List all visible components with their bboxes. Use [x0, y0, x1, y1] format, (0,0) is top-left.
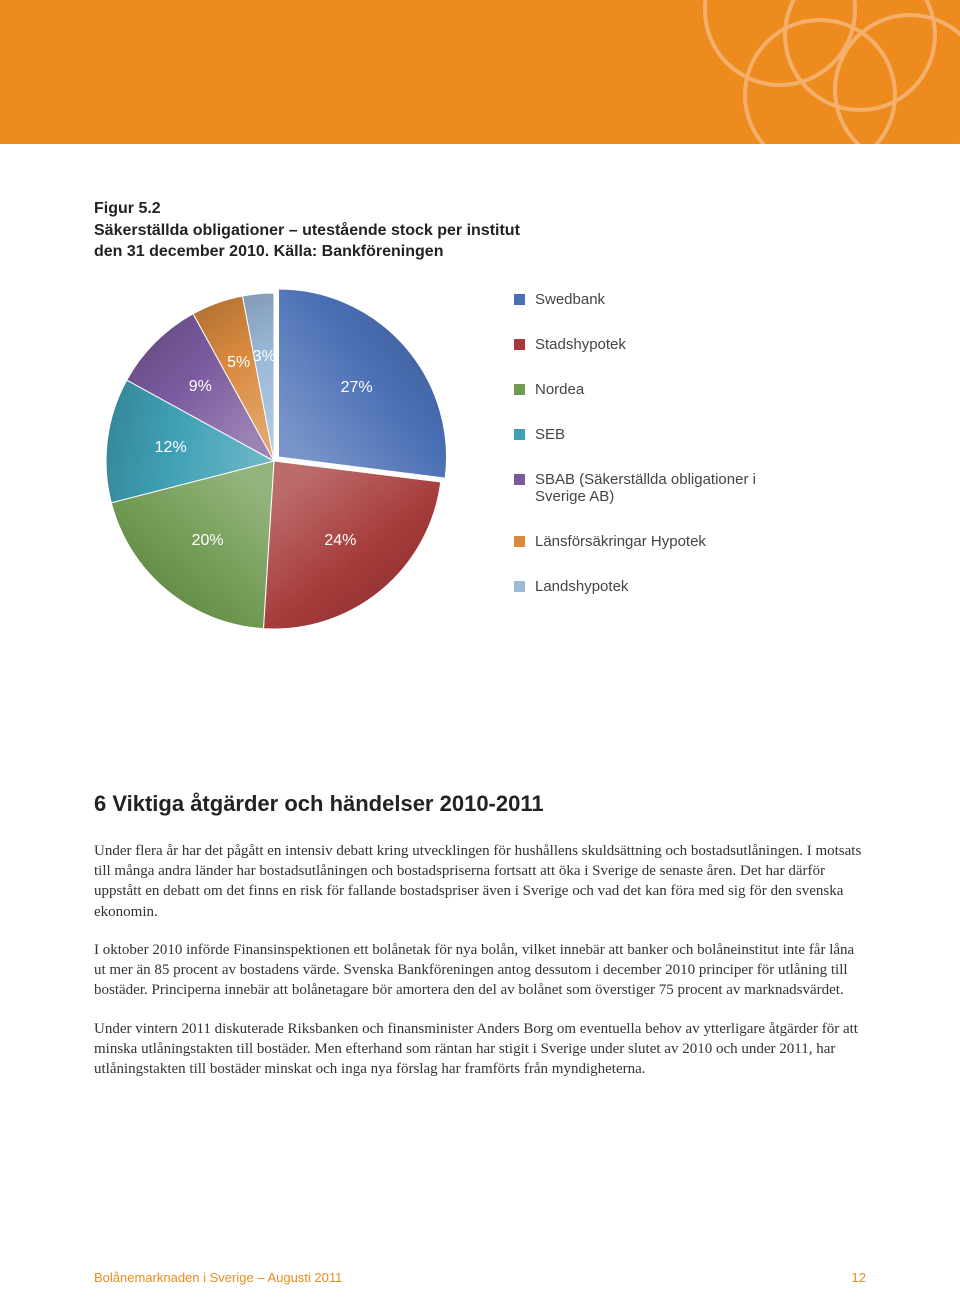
legend-swatch: [514, 474, 525, 485]
pie-slice-label: 12%: [155, 439, 187, 457]
pie-svg: [94, 281, 454, 641]
legend-swatch: [514, 384, 525, 395]
legend-swatch: [514, 581, 525, 592]
pie-slice-label: 20%: [192, 532, 224, 550]
section-heading: 6 Viktiga åtgärder och händelser 2010-20…: [94, 791, 866, 817]
legend-label: Nordea: [535, 381, 584, 398]
pie-legend: Swedbank Stadshypotek Nordea SEB SBAB (Säker…: [454, 281, 774, 641]
legend-label: Swedbank: [535, 291, 605, 308]
pie-slice-label: 3%: [253, 348, 276, 366]
pie-chart-container: 27% 24% 20% 12% 9% 5%3% Swedbank Stadshypotek N…: [94, 281, 866, 641]
legend-label: Länsförsäkringar Hypotek: [535, 533, 706, 550]
pie-slice-label: 9%: [189, 378, 212, 396]
legend-swatch: [514, 294, 525, 305]
page-footer: Bolånemarknaden i Sverige – Augusti 2011…: [94, 1270, 866, 1285]
legend-item: SEB: [514, 426, 774, 443]
pie-slice-label: 24%: [324, 532, 356, 550]
figure-title-line1: Säkerställda obligationer – utestående s…: [94, 222, 520, 239]
pie-slice-label: 5%: [227, 354, 250, 372]
figure-title-line2: den 31 december 2010. Källa: Bankförenin…: [94, 243, 443, 260]
legend-label: SEB: [535, 426, 565, 443]
body-paragraph: Under flera år har det pågått en intensi…: [94, 841, 866, 922]
legend-swatch: [514, 429, 525, 440]
section-body: Under flera år har det pågått en intensi…: [94, 841, 866, 1080]
legend-swatch: [514, 536, 525, 547]
legend-label: SBAB (Säkerställda obligationer i Sverig…: [535, 471, 774, 505]
legend-label: Landshypotek: [535, 578, 628, 595]
legend-item: SBAB (Säkerställda obligationer i Sverig…: [514, 471, 774, 505]
pie-chart: 27% 24% 20% 12% 9% 5%3%: [94, 281, 454, 641]
legend-item: Länsförsäkringar Hypotek: [514, 533, 774, 550]
footer-left: Bolånemarknaden i Sverige – Augusti 2011: [94, 1270, 342, 1285]
body-paragraph: I oktober 2010 införde Finansinspektione…: [94, 940, 866, 1001]
legend-item: Landshypotek: [514, 578, 774, 595]
legend-item: Swedbank: [514, 291, 774, 308]
footer-page-number: 12: [852, 1270, 866, 1285]
legend-item: Nordea: [514, 381, 774, 398]
legend-label: Stadshypotek: [535, 336, 626, 353]
header-decoration: [0, 0, 960, 144]
header-band: [0, 0, 960, 144]
figure-caption: Figur 5.2 Säkerställda obligationer – ut…: [94, 198, 866, 263]
pie-slice-label: 27%: [341, 379, 373, 397]
body-paragraph: Under vintern 2011 diskuterade Riksbanke…: [94, 1019, 866, 1080]
legend-swatch: [514, 339, 525, 350]
page-content: Figur 5.2 Säkerställda obligationer – ut…: [0, 144, 960, 1079]
figure-number: Figur 5.2: [94, 200, 161, 217]
legend-item: Stadshypotek: [514, 336, 774, 353]
